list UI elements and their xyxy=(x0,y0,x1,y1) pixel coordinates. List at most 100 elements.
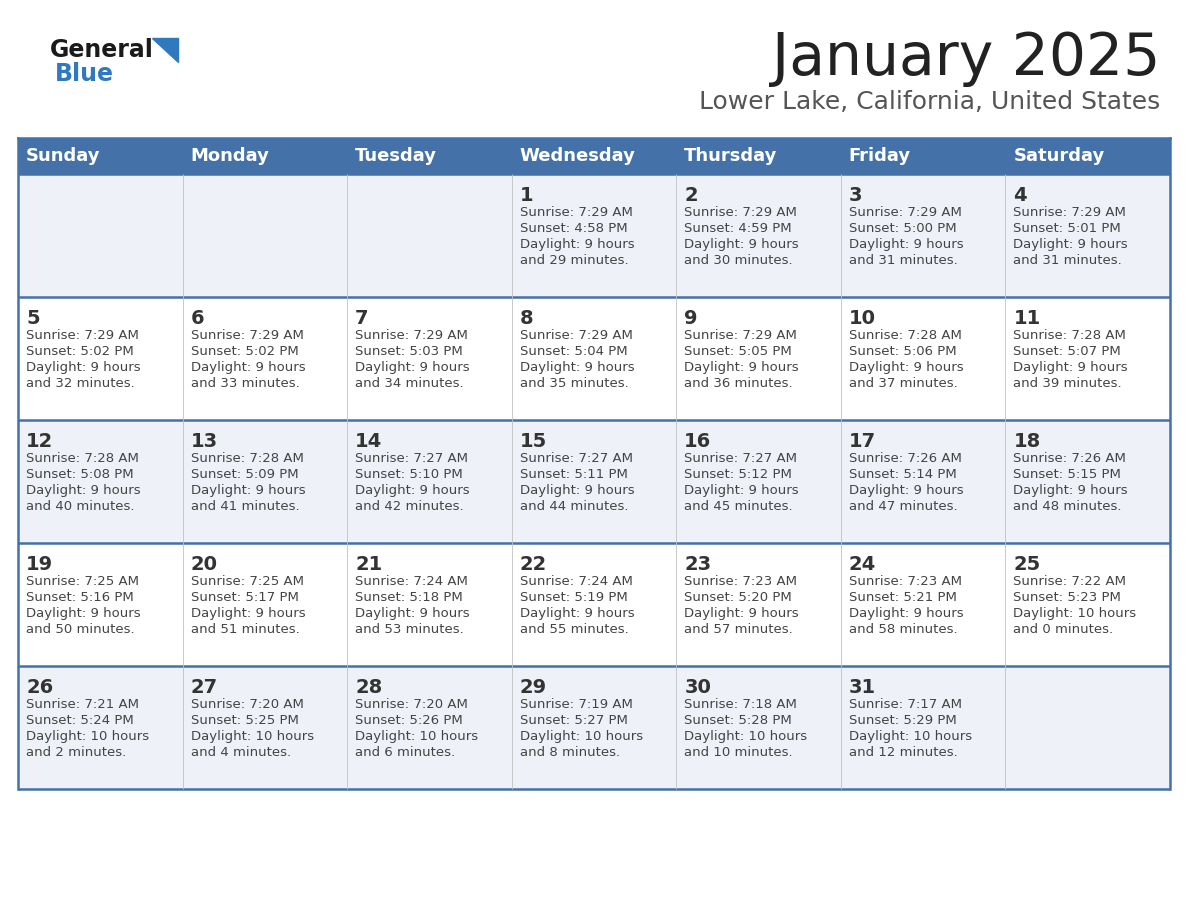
Text: Daylight: 9 hours: Daylight: 9 hours xyxy=(849,361,963,374)
Text: and 47 minutes.: and 47 minutes. xyxy=(849,500,958,513)
Text: Monday: Monday xyxy=(190,147,270,165)
Text: Sunset: 5:00 PM: Sunset: 5:00 PM xyxy=(849,222,956,235)
Text: Sunset: 4:58 PM: Sunset: 4:58 PM xyxy=(519,222,627,235)
Bar xyxy=(841,420,1005,543)
Text: Sunrise: 7:17 AM: Sunrise: 7:17 AM xyxy=(849,698,962,711)
Text: Daylight: 9 hours: Daylight: 9 hours xyxy=(26,484,140,497)
Text: 30: 30 xyxy=(684,678,712,697)
Text: 13: 13 xyxy=(190,432,217,451)
Text: and 40 minutes.: and 40 minutes. xyxy=(26,500,134,513)
Text: Daylight: 9 hours: Daylight: 9 hours xyxy=(190,361,305,374)
Text: Sunset: 5:04 PM: Sunset: 5:04 PM xyxy=(519,345,627,358)
Text: 9: 9 xyxy=(684,309,697,328)
Text: January 2025: January 2025 xyxy=(772,30,1159,87)
Text: Daylight: 10 hours: Daylight: 10 hours xyxy=(1013,607,1137,620)
Text: 18: 18 xyxy=(1013,432,1041,451)
Text: Sunrise: 7:18 AM: Sunrise: 7:18 AM xyxy=(684,698,797,711)
Text: Sunrise: 7:29 AM: Sunrise: 7:29 AM xyxy=(190,329,303,342)
Bar xyxy=(183,420,347,543)
Bar xyxy=(512,174,676,297)
Text: 16: 16 xyxy=(684,432,712,451)
Bar xyxy=(841,138,1005,174)
Bar xyxy=(183,666,347,789)
Text: Sunrise: 7:28 AM: Sunrise: 7:28 AM xyxy=(1013,329,1126,342)
Bar xyxy=(18,543,183,666)
Text: and 53 minutes.: and 53 minutes. xyxy=(355,623,463,636)
Bar xyxy=(676,420,841,543)
Text: Lower Lake, California, United States: Lower Lake, California, United States xyxy=(699,90,1159,114)
Bar xyxy=(512,666,676,789)
Text: Sunrise: 7:29 AM: Sunrise: 7:29 AM xyxy=(684,329,797,342)
Bar xyxy=(18,174,183,297)
Text: Daylight: 10 hours: Daylight: 10 hours xyxy=(684,730,808,743)
Text: and 45 minutes.: and 45 minutes. xyxy=(684,500,792,513)
Text: and 50 minutes.: and 50 minutes. xyxy=(26,623,134,636)
Text: Daylight: 10 hours: Daylight: 10 hours xyxy=(849,730,972,743)
Text: and 42 minutes.: and 42 minutes. xyxy=(355,500,463,513)
Text: Sunset: 5:02 PM: Sunset: 5:02 PM xyxy=(26,345,134,358)
Bar xyxy=(347,666,512,789)
Text: Daylight: 9 hours: Daylight: 9 hours xyxy=(684,361,798,374)
Text: and 51 minutes.: and 51 minutes. xyxy=(190,623,299,636)
Text: Sunset: 5:12 PM: Sunset: 5:12 PM xyxy=(684,468,792,481)
Bar xyxy=(183,174,347,297)
Text: Daylight: 9 hours: Daylight: 9 hours xyxy=(519,361,634,374)
Text: Sunset: 5:15 PM: Sunset: 5:15 PM xyxy=(1013,468,1121,481)
Bar xyxy=(183,543,347,666)
Text: Sunset: 5:09 PM: Sunset: 5:09 PM xyxy=(190,468,298,481)
Text: Sunrise: 7:27 AM: Sunrise: 7:27 AM xyxy=(519,452,633,465)
Bar xyxy=(18,420,183,543)
Text: 8: 8 xyxy=(519,309,533,328)
Bar xyxy=(512,543,676,666)
Bar xyxy=(676,543,841,666)
Text: Sunrise: 7:29 AM: Sunrise: 7:29 AM xyxy=(849,206,962,219)
Text: and 39 minutes.: and 39 minutes. xyxy=(1013,377,1121,390)
Text: and 36 minutes.: and 36 minutes. xyxy=(684,377,792,390)
Text: Daylight: 9 hours: Daylight: 9 hours xyxy=(849,238,963,251)
Text: Sunrise: 7:25 AM: Sunrise: 7:25 AM xyxy=(190,575,304,588)
Text: and 6 minutes.: and 6 minutes. xyxy=(355,746,455,759)
Text: and 2 minutes.: and 2 minutes. xyxy=(26,746,126,759)
Text: 20: 20 xyxy=(190,555,217,574)
Text: Sunset: 5:20 PM: Sunset: 5:20 PM xyxy=(684,591,792,604)
Text: and 48 minutes.: and 48 minutes. xyxy=(1013,500,1121,513)
Text: 1: 1 xyxy=(519,186,533,205)
Bar xyxy=(347,297,512,420)
Text: Sunset: 5:25 PM: Sunset: 5:25 PM xyxy=(190,714,298,727)
Bar xyxy=(676,297,841,420)
Text: Sunset: 5:17 PM: Sunset: 5:17 PM xyxy=(190,591,298,604)
Text: Daylight: 9 hours: Daylight: 9 hours xyxy=(519,238,634,251)
Text: Sunrise: 7:23 AM: Sunrise: 7:23 AM xyxy=(684,575,797,588)
Bar xyxy=(676,666,841,789)
Text: Sunset: 5:14 PM: Sunset: 5:14 PM xyxy=(849,468,956,481)
Text: and 55 minutes.: and 55 minutes. xyxy=(519,623,628,636)
Text: Sunrise: 7:20 AM: Sunrise: 7:20 AM xyxy=(355,698,468,711)
Text: 24: 24 xyxy=(849,555,876,574)
Text: and 12 minutes.: and 12 minutes. xyxy=(849,746,958,759)
Text: Sunset: 4:59 PM: Sunset: 4:59 PM xyxy=(684,222,792,235)
Text: Sunrise: 7:20 AM: Sunrise: 7:20 AM xyxy=(190,698,303,711)
Bar xyxy=(512,420,676,543)
Text: 12: 12 xyxy=(26,432,53,451)
Text: 29: 29 xyxy=(519,678,546,697)
Text: 28: 28 xyxy=(355,678,383,697)
Text: Sunrise: 7:26 AM: Sunrise: 7:26 AM xyxy=(1013,452,1126,465)
Text: and 32 minutes.: and 32 minutes. xyxy=(26,377,134,390)
Text: Daylight: 10 hours: Daylight: 10 hours xyxy=(26,730,150,743)
Bar xyxy=(841,666,1005,789)
Bar xyxy=(1005,543,1170,666)
Text: and 33 minutes.: and 33 minutes. xyxy=(190,377,299,390)
Text: 19: 19 xyxy=(26,555,53,574)
Text: Sunset: 5:03 PM: Sunset: 5:03 PM xyxy=(355,345,463,358)
Text: Sunset: 5:16 PM: Sunset: 5:16 PM xyxy=(26,591,134,604)
Text: Sunrise: 7:19 AM: Sunrise: 7:19 AM xyxy=(519,698,632,711)
Bar xyxy=(676,138,841,174)
Text: Daylight: 9 hours: Daylight: 9 hours xyxy=(355,607,469,620)
Bar xyxy=(841,174,1005,297)
Text: Wednesday: Wednesday xyxy=(519,147,636,165)
Text: Sunset: 5:08 PM: Sunset: 5:08 PM xyxy=(26,468,133,481)
Text: and 44 minutes.: and 44 minutes. xyxy=(519,500,628,513)
Text: Daylight: 9 hours: Daylight: 9 hours xyxy=(684,238,798,251)
Text: Daylight: 9 hours: Daylight: 9 hours xyxy=(355,361,469,374)
Text: Sunrise: 7:28 AM: Sunrise: 7:28 AM xyxy=(190,452,303,465)
